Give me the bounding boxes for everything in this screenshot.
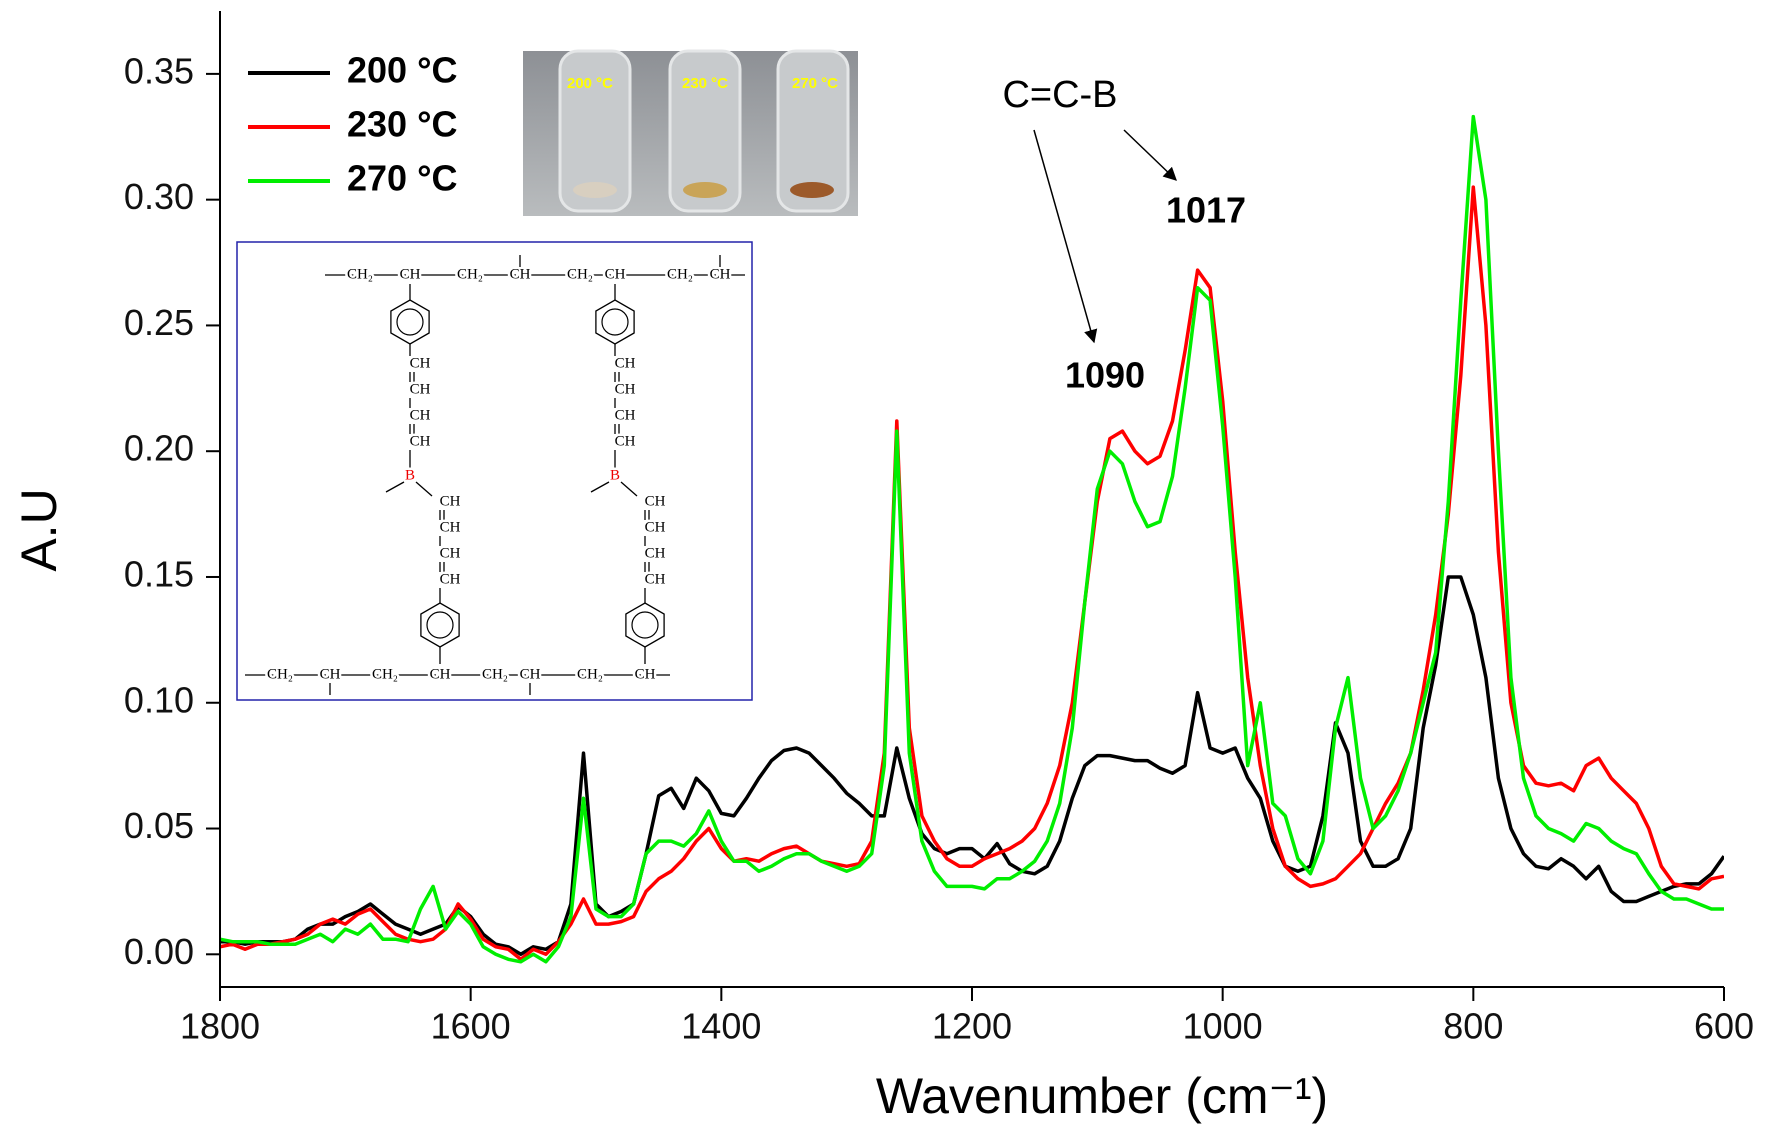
- structure-label: CH: [320, 666, 341, 682]
- legend-label: 200 °C: [347, 50, 457, 91]
- data-line: [220, 185, 1724, 962]
- structure-label: CH: [410, 407, 431, 423]
- structure-label: CH: [440, 493, 461, 509]
- vial: [668, 49, 742, 213]
- x-tick-label: 1600: [431, 1006, 511, 1047]
- x-tick-label: 1800: [180, 1006, 260, 1047]
- structure-label: CH: [440, 519, 461, 535]
- x-tick-label: 1000: [1183, 1006, 1263, 1047]
- structure-label: CH: [440, 571, 461, 587]
- structure-label: B: [610, 467, 620, 483]
- structure-label: CH: [645, 571, 666, 587]
- plot-area: [220, 114, 1724, 964]
- bond: [385, 481, 405, 493]
- y-tick-label: 0.20: [124, 428, 194, 469]
- legend-label: 230 °C: [347, 104, 457, 145]
- y-tick-label: 0.35: [124, 50, 194, 91]
- structure-label: CH: [635, 666, 656, 682]
- annotation-arrow: [1033, 129, 1098, 344]
- y-axis-label: A.U: [11, 488, 67, 571]
- structure-label: CH: [410, 381, 431, 397]
- annotation-arrow: [1123, 129, 1177, 181]
- photo-label: 270 °C: [792, 75, 838, 92]
- bond: [415, 481, 433, 497]
- structure-label: CH: [615, 433, 636, 449]
- benzene-ring: [426, 611, 454, 639]
- photo-label: 200 °C: [567, 75, 613, 92]
- structure-label: CH: [645, 519, 666, 535]
- y-tick-label: 0.30: [124, 176, 194, 217]
- annotation: C=C-B: [1002, 74, 1117, 116]
- inset-structure: CH₂ CH CH₂ CH CH₂ CH CH₂ CH CH₂ CH CH₂ CH CH₂ CH CH₂ CH…: [236, 241, 753, 701]
- inset-photo: 200 °C 230 °C 270 °C: [523, 49, 858, 216]
- x-tick-label: 1200: [932, 1006, 1012, 1047]
- structure-label: CH₂: [567, 266, 593, 282]
- y-tick-label: 0.00: [124, 931, 194, 972]
- structure-label: CH₂: [482, 666, 508, 682]
- structure-label: CH: [615, 381, 636, 397]
- structure-label: CH₂: [577, 666, 603, 682]
- structure-label: CH: [605, 266, 626, 282]
- vial: [776, 49, 850, 213]
- structure-label: CH: [615, 355, 636, 371]
- x-tick-label: 1400: [681, 1006, 761, 1047]
- structure-label: CH: [645, 545, 666, 561]
- vial: [558, 49, 632, 213]
- structure-label: CH: [410, 355, 431, 371]
- structure-label: CH₂: [372, 666, 398, 682]
- y-tick-label: 0.25: [124, 302, 194, 343]
- structure-label: CH: [710, 266, 731, 282]
- inset-border: [236, 241, 753, 701]
- structure-label: CH₂: [667, 266, 693, 282]
- structure-label: CH: [510, 266, 531, 282]
- annotation: 1017: [1166, 190, 1246, 231]
- x-tick-label: 800: [1443, 1006, 1503, 1047]
- y-tick-label: 0.10: [124, 679, 194, 720]
- benzene-ring: [396, 308, 424, 336]
- sample: [790, 182, 834, 198]
- y-tick-label: 0.05: [124, 805, 194, 846]
- structure-label: CH₂: [457, 266, 483, 282]
- structure-label: CH: [645, 493, 666, 509]
- structure-label: CH₂: [347, 266, 373, 282]
- x-tick-label: 600: [1694, 1006, 1754, 1047]
- bond: [590, 481, 610, 493]
- annotation: 1090: [1065, 355, 1145, 396]
- y-tick-label: 0.15: [124, 553, 194, 594]
- structure-label: CH: [615, 407, 636, 423]
- structure-label: CH: [440, 545, 461, 561]
- structure-label: CH₂: [267, 666, 293, 682]
- benzene-ring: [631, 611, 659, 639]
- structure-label: CH: [410, 433, 431, 449]
- x-axis-label: Wavenumber (cm⁻¹): [876, 1068, 1328, 1124]
- sample: [573, 182, 617, 198]
- data-line: [220, 114, 1724, 964]
- bond: [620, 481, 638, 497]
- structure-label: CH: [400, 266, 421, 282]
- benzene-ring: [601, 308, 629, 336]
- sample: [683, 182, 727, 198]
- photo-label: 230 °C: [682, 75, 728, 92]
- legend-label: 270 °C: [347, 158, 457, 199]
- structure-label: CH: [520, 666, 541, 682]
- structure-label: CH: [430, 666, 451, 682]
- structure-label: B: [405, 467, 415, 483]
